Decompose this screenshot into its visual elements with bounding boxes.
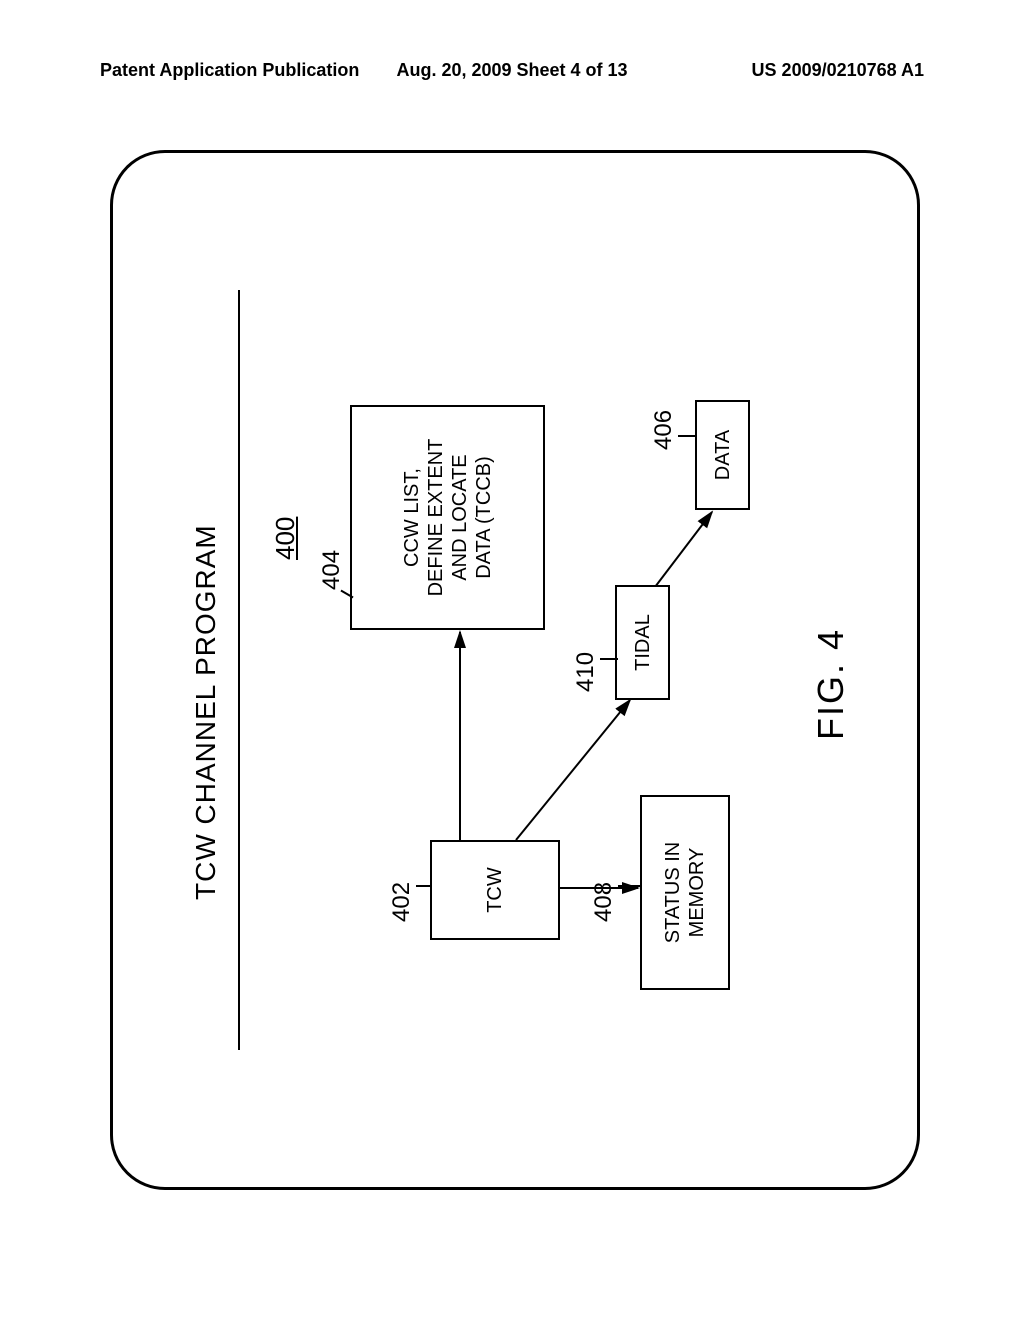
header-date-sheet: Aug. 20, 2009 Sheet 4 of 13 <box>375 60 650 81</box>
diagram-rotated-inner: TCW CHANNEL PROGRAM 400 TCW 402 <box>0 268 1024 1072</box>
box-tidal-label: TIDAL <box>631 614 655 671</box>
ref-402: 402 <box>388 882 416 922</box>
box-tccb: CCW LIST, DEFINE EXTENT AND LOCATE DATA … <box>350 405 545 630</box>
diagram-content: TCW CHANNEL PROGRAM 400 TCW 402 <box>110 150 920 1190</box>
ref-410: 410 <box>572 652 600 692</box>
diagram-title: TCW CHANNEL PROGRAM <box>190 524 222 900</box>
box-status: STATUS IN MEMORY <box>640 795 730 990</box>
ref-tick-410 <box>600 658 618 660</box>
box-tccb-line4: DATA (TCCB) <box>472 456 496 579</box>
figure-label: FIG. 4 <box>810 628 852 740</box>
diagram-frame: TCW CHANNEL PROGRAM 400 TCW 402 <box>110 150 920 1190</box>
ref-408: 408 <box>590 882 618 922</box>
ref-400: 400 <box>270 517 301 560</box>
box-tccb-line2: DEFINE EXTENT <box>424 439 448 597</box>
header-publication: Patent Application Publication <box>100 60 375 81</box>
ref-tick-406 <box>678 435 696 437</box>
box-status-line1: STATUS IN <box>661 842 685 943</box>
ref-tick-402 <box>416 885 432 887</box>
box-data-label: DATA <box>711 430 735 480</box>
ref-tick-408 <box>618 885 640 887</box>
page-header: Patent Application Publication Aug. 20, … <box>0 60 1024 81</box>
header-pub-number: US 2009/0210768 A1 <box>649 60 924 81</box>
box-tidal: TIDAL <box>615 585 670 700</box>
box-tcw-label: TCW <box>483 867 507 913</box>
box-tccb-line3: AND LOCATE <box>448 454 472 580</box>
ref-404: 404 <box>318 550 346 590</box>
title-underline <box>238 290 240 1050</box>
diagram-arrows <box>110 150 920 1190</box>
box-tcw: TCW <box>430 840 560 940</box>
box-status-line2: MEMORY <box>685 848 709 938</box>
box-tccb-line1: CCW LIST, <box>400 468 424 567</box>
box-data: DATA <box>695 400 750 510</box>
ref-406: 406 <box>650 410 678 450</box>
